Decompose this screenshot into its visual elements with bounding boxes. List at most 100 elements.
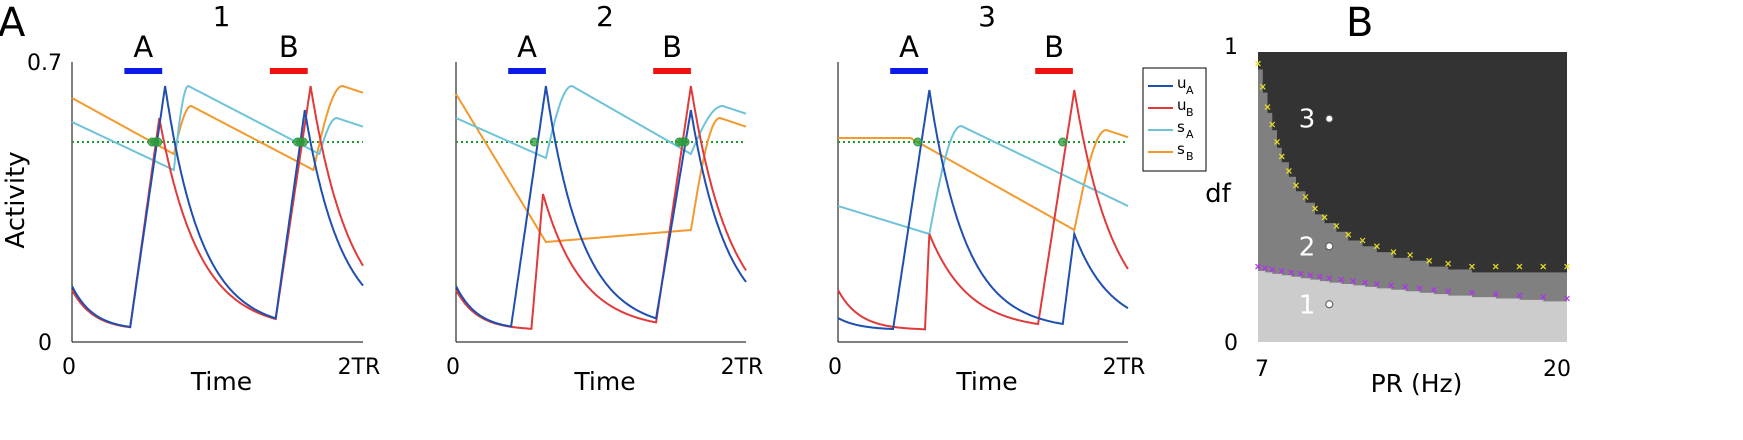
stimulus-B-label: B bbox=[662, 30, 682, 64]
point-3-label: 3 bbox=[1299, 105, 1316, 135]
subplot-1: 1 0 2TR Time 0 0.7 A B bbox=[27, 0, 380, 396]
boundary-upper-marker bbox=[1426, 257, 1433, 264]
threshold-crossing-marker bbox=[298, 137, 308, 147]
x-tick-label: 0 bbox=[828, 355, 842, 380]
series-sB-line bbox=[838, 128, 1129, 232]
boundary-lower-marker bbox=[1316, 273, 1323, 280]
y-axis-label: df bbox=[1205, 179, 1232, 209]
stimulus-B-label: B bbox=[1044, 30, 1064, 64]
boundary-upper-marker bbox=[1407, 252, 1414, 258]
boundary-upper-marker bbox=[1259, 83, 1266, 90]
boundary-lower-marker bbox=[1288, 269, 1295, 276]
stimulus-A-label: A bbox=[899, 30, 919, 64]
region-2 bbox=[1258, 69, 1567, 343]
series-uA-line bbox=[837, 89, 1129, 330]
subplot-2: 2 0 2TR Time A B bbox=[446, 0, 763, 396]
x-axis-label: Time bbox=[190, 367, 252, 396]
boundary-upper-marker bbox=[1278, 153, 1285, 160]
x-tick-label: 0 bbox=[446, 355, 460, 380]
legend-label-sA: s bbox=[1177, 118, 1185, 136]
boundary-lower-marker bbox=[1307, 272, 1314, 279]
boundary-lower-marker bbox=[1430, 286, 1437, 293]
y-tick-label: 0 bbox=[1224, 331, 1238, 356]
boundary-upper-marker bbox=[1302, 194, 1309, 200]
legend-label-sub-uB: B bbox=[1186, 106, 1194, 119]
boundary-upper-marker bbox=[1359, 237, 1366, 244]
y-tick-label: 1 bbox=[1224, 35, 1238, 60]
series-sA-line bbox=[837, 124, 1129, 236]
boundary-lower-marker bbox=[1255, 263, 1261, 270]
legend-label-sub-sB: B bbox=[1186, 150, 1194, 163]
boundary-lower-marker bbox=[1388, 282, 1395, 289]
boundary-upper-marker bbox=[1293, 182, 1299, 189]
subplot-title: 1 bbox=[213, 0, 231, 33]
y-tick-label: 0.7 bbox=[27, 51, 62, 76]
legend-label-sB: s bbox=[1177, 140, 1185, 158]
legend-label-uA: u bbox=[1177, 74, 1187, 92]
boundary-upper-marker bbox=[1285, 167, 1292, 174]
x-axis-label: PR (Hz) bbox=[1371, 369, 1463, 398]
x-axis-label: Time bbox=[573, 367, 635, 396]
stimulus-A-label: A bbox=[517, 30, 537, 64]
boundary-upper-marker bbox=[1445, 260, 1452, 267]
x-tick-label: 0 bbox=[62, 355, 76, 380]
panel-b-label: B bbox=[1346, 0, 1373, 46]
x-axis-label: Time bbox=[955, 367, 1017, 396]
boundary-lower-marker bbox=[1297, 270, 1304, 277]
series-sA-line bbox=[71, 84, 364, 172]
subplot-title: 2 bbox=[596, 0, 614, 33]
boundary-upper-marker bbox=[1492, 263, 1499, 270]
x-tick-label: 2TR bbox=[721, 355, 764, 380]
boundary-upper-marker bbox=[1333, 223, 1340, 229]
series-sB-line bbox=[71, 84, 364, 172]
panel-a-label: A bbox=[0, 0, 26, 46]
boundary-upper-marker bbox=[1390, 249, 1397, 256]
boundary-upper-marker bbox=[1321, 214, 1328, 221]
boundary-lower-marker bbox=[1516, 292, 1523, 299]
boundary-lower-marker bbox=[1540, 294, 1547, 300]
series-uA-line bbox=[71, 85, 364, 329]
threshold-crossing-marker bbox=[1058, 137, 1068, 147]
boundary-upper-marker bbox=[1264, 104, 1271, 111]
boundary-lower-marker bbox=[1416, 285, 1423, 292]
series-sA-line bbox=[455, 84, 747, 160]
series-uB-line bbox=[455, 85, 747, 330]
series-sB-line bbox=[455, 93, 747, 244]
threshold-crossing-marker bbox=[529, 137, 539, 147]
boundary-lower-marker bbox=[1492, 291, 1499, 298]
x-tick-label: 2TR bbox=[1103, 355, 1146, 380]
boundary-lower-marker bbox=[1362, 279, 1368, 286]
boundary-upper-marker bbox=[1274, 138, 1280, 145]
series-uB-line bbox=[837, 89, 1129, 331]
subplot-3: 3 0 2TR Time A B bbox=[828, 0, 1145, 396]
boundary-upper-marker bbox=[1564, 263, 1570, 270]
legend-label-uB: u bbox=[1177, 96, 1187, 114]
region-1 bbox=[1258, 270, 1567, 342]
boundary-lower-marker bbox=[1326, 275, 1333, 282]
stimulus-B-label: B bbox=[279, 30, 299, 64]
legend-box bbox=[1142, 67, 1207, 172]
boundary-lower-marker bbox=[1278, 268, 1285, 274]
y-axis-label: Activity bbox=[1, 151, 31, 248]
boundary-lower-marker bbox=[1564, 295, 1570, 302]
point-1-label: 1 bbox=[1299, 290, 1316, 320]
boundary-lower-marker bbox=[1269, 266, 1276, 273]
x-tick-label: 2TR bbox=[338, 355, 381, 380]
boundary-lower-marker bbox=[1338, 276, 1345, 283]
boundary-upper-marker bbox=[1373, 243, 1380, 250]
x-tick-label: 20 bbox=[1543, 357, 1571, 382]
boundary-upper-marker bbox=[1516, 263, 1523, 270]
boundary-upper-marker bbox=[1468, 263, 1475, 270]
boundary-upper-marker bbox=[1540, 263, 1547, 270]
point-2-label: 2 bbox=[1299, 232, 1316, 262]
boundary-upper-marker bbox=[1255, 60, 1261, 67]
boundary-lower-marker bbox=[1262, 265, 1269, 271]
point-3-marker bbox=[1325, 114, 1334, 123]
legend-label-sub-sA: A bbox=[1186, 128, 1194, 141]
point-2-marker bbox=[1325, 242, 1334, 251]
y-tick-label: 0 bbox=[38, 331, 52, 356]
legend-label-sub-uA: A bbox=[1186, 84, 1194, 97]
threshold-crossing-marker bbox=[913, 137, 923, 147]
boundary-lower-marker bbox=[1468, 289, 1475, 296]
